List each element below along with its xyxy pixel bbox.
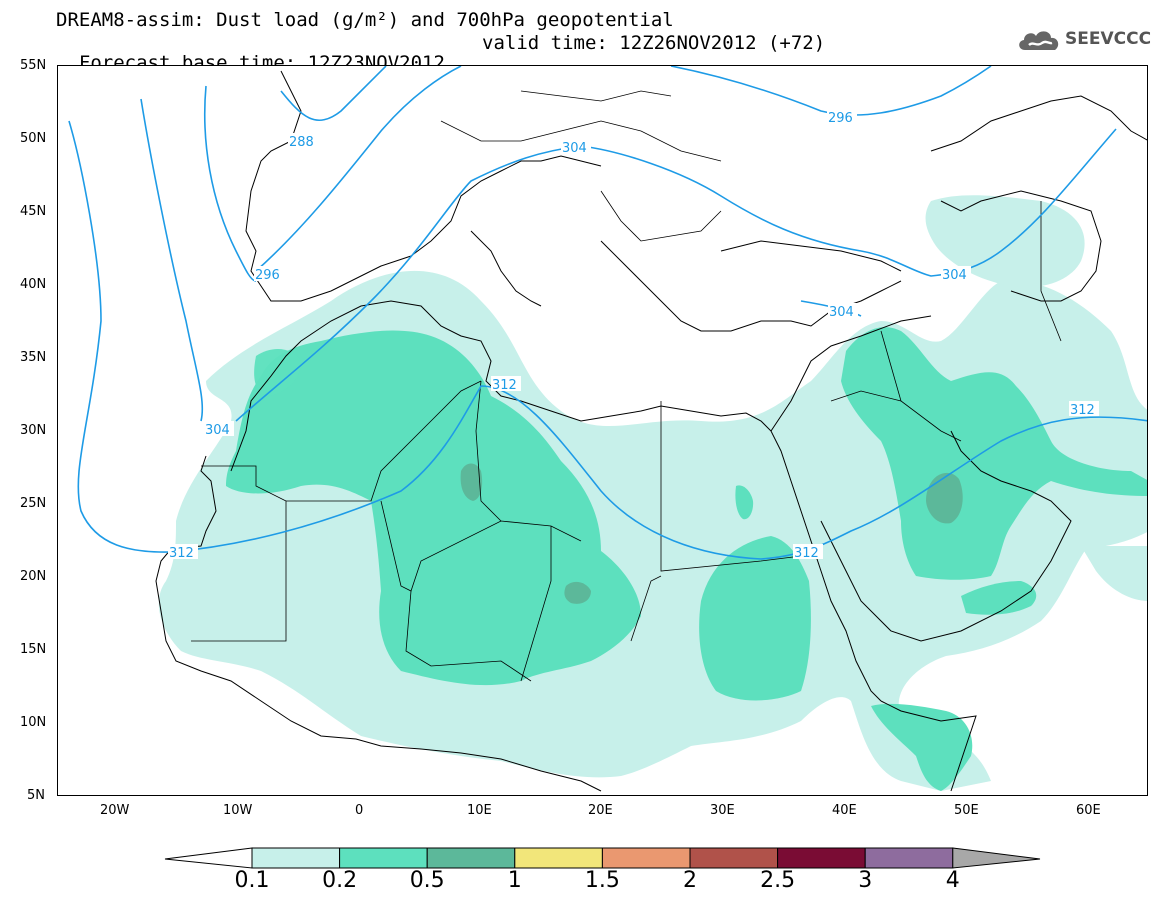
colorbar-label: 1 [507, 868, 522, 893]
cloud-icon [1019, 31, 1059, 50]
colorbar-label: 2.5 [760, 868, 796, 893]
colorbar-label: 3 [858, 868, 873, 893]
colorbar-box [777, 847, 866, 869]
colorbar-box [339, 847, 428, 869]
contour-label: 288 [289, 135, 314, 150]
lat-label: 35N [20, 350, 47, 365]
lat-label: 15N [20, 642, 47, 657]
colorbar-label: 0.2 [322, 868, 358, 893]
lat-label: 45N [20, 204, 47, 219]
contour-label: 304 [205, 423, 230, 438]
coastlines [155, 70, 1147, 792]
lon-label: 0 [355, 803, 364, 818]
contour-label: 312 [492, 378, 517, 393]
contour-labels: 288 296 296 304 304 304 304 312 312 312 … [168, 109, 1099, 561]
contour-label: 312 [1070, 403, 1095, 418]
map-title: DREAM8-assim: Dust load (g/m²) and 700hP… [56, 9, 674, 31]
contour-label: 304 [942, 268, 967, 283]
lon-label: 20E [588, 803, 613, 818]
dust-dark-layer [460, 463, 963, 604]
lat-label: 20N [20, 569, 47, 584]
country-borders [191, 90, 1062, 682]
lat-label: 50N [20, 131, 47, 146]
colorbar-box [426, 847, 516, 869]
colorbar-left-arrow [164, 847, 253, 869]
colorbar [164, 847, 1041, 869]
colorbar-label: 4 [945, 868, 960, 893]
contour-label: 312 [169, 546, 194, 561]
colorbar-box [689, 847, 779, 869]
lon-label: 30E [710, 803, 735, 818]
colorbar-label: 1.5 [584, 868, 620, 893]
lat-label: 55N [20, 58, 47, 73]
lon-label: 10E [467, 803, 492, 818]
geopotential-contours [68, 66, 1147, 560]
lat-label: 40N [20, 277, 47, 292]
contour-label: 312 [794, 546, 819, 561]
valid-time: valid time: 12Z26NOV2012 (+72) [482, 32, 826, 54]
lon-label: 40E [832, 803, 857, 818]
lat-label: 5N [27, 788, 45, 803]
dust-mid-layer [226, 327, 1147, 791]
seevccc-logo: SEEVCCC [1015, 26, 1151, 54]
lon-label: 20W [100, 803, 130, 818]
contour-label: 304 [829, 305, 854, 320]
lon-label: 50E [954, 803, 979, 818]
colorbar-box [514, 847, 603, 869]
lon-label: 10W [223, 803, 253, 818]
colorbar-right-arrow [952, 847, 1041, 869]
contour-label: 296 [828, 111, 853, 126]
colorbar-box [864, 847, 954, 869]
lat-label: 30N [20, 423, 47, 438]
lat-label: 10N [20, 715, 47, 730]
lat-label: 25N [20, 496, 47, 511]
colorbar-box [601, 847, 691, 869]
contour-label: 304 [562, 141, 587, 156]
colorbar-label: 0.5 [409, 868, 445, 893]
logo-text: SEEVCCC [1065, 29, 1152, 49]
colorbar-label: 2 [683, 868, 697, 893]
map-area: 288 296 296 304 304 304 304 312 312 312 … [57, 65, 1148, 796]
lon-label: 60E [1076, 803, 1101, 818]
colorbar-box [251, 847, 341, 869]
contour-label: 296 [255, 268, 280, 283]
colorbar-label: 0.1 [234, 868, 270, 893]
